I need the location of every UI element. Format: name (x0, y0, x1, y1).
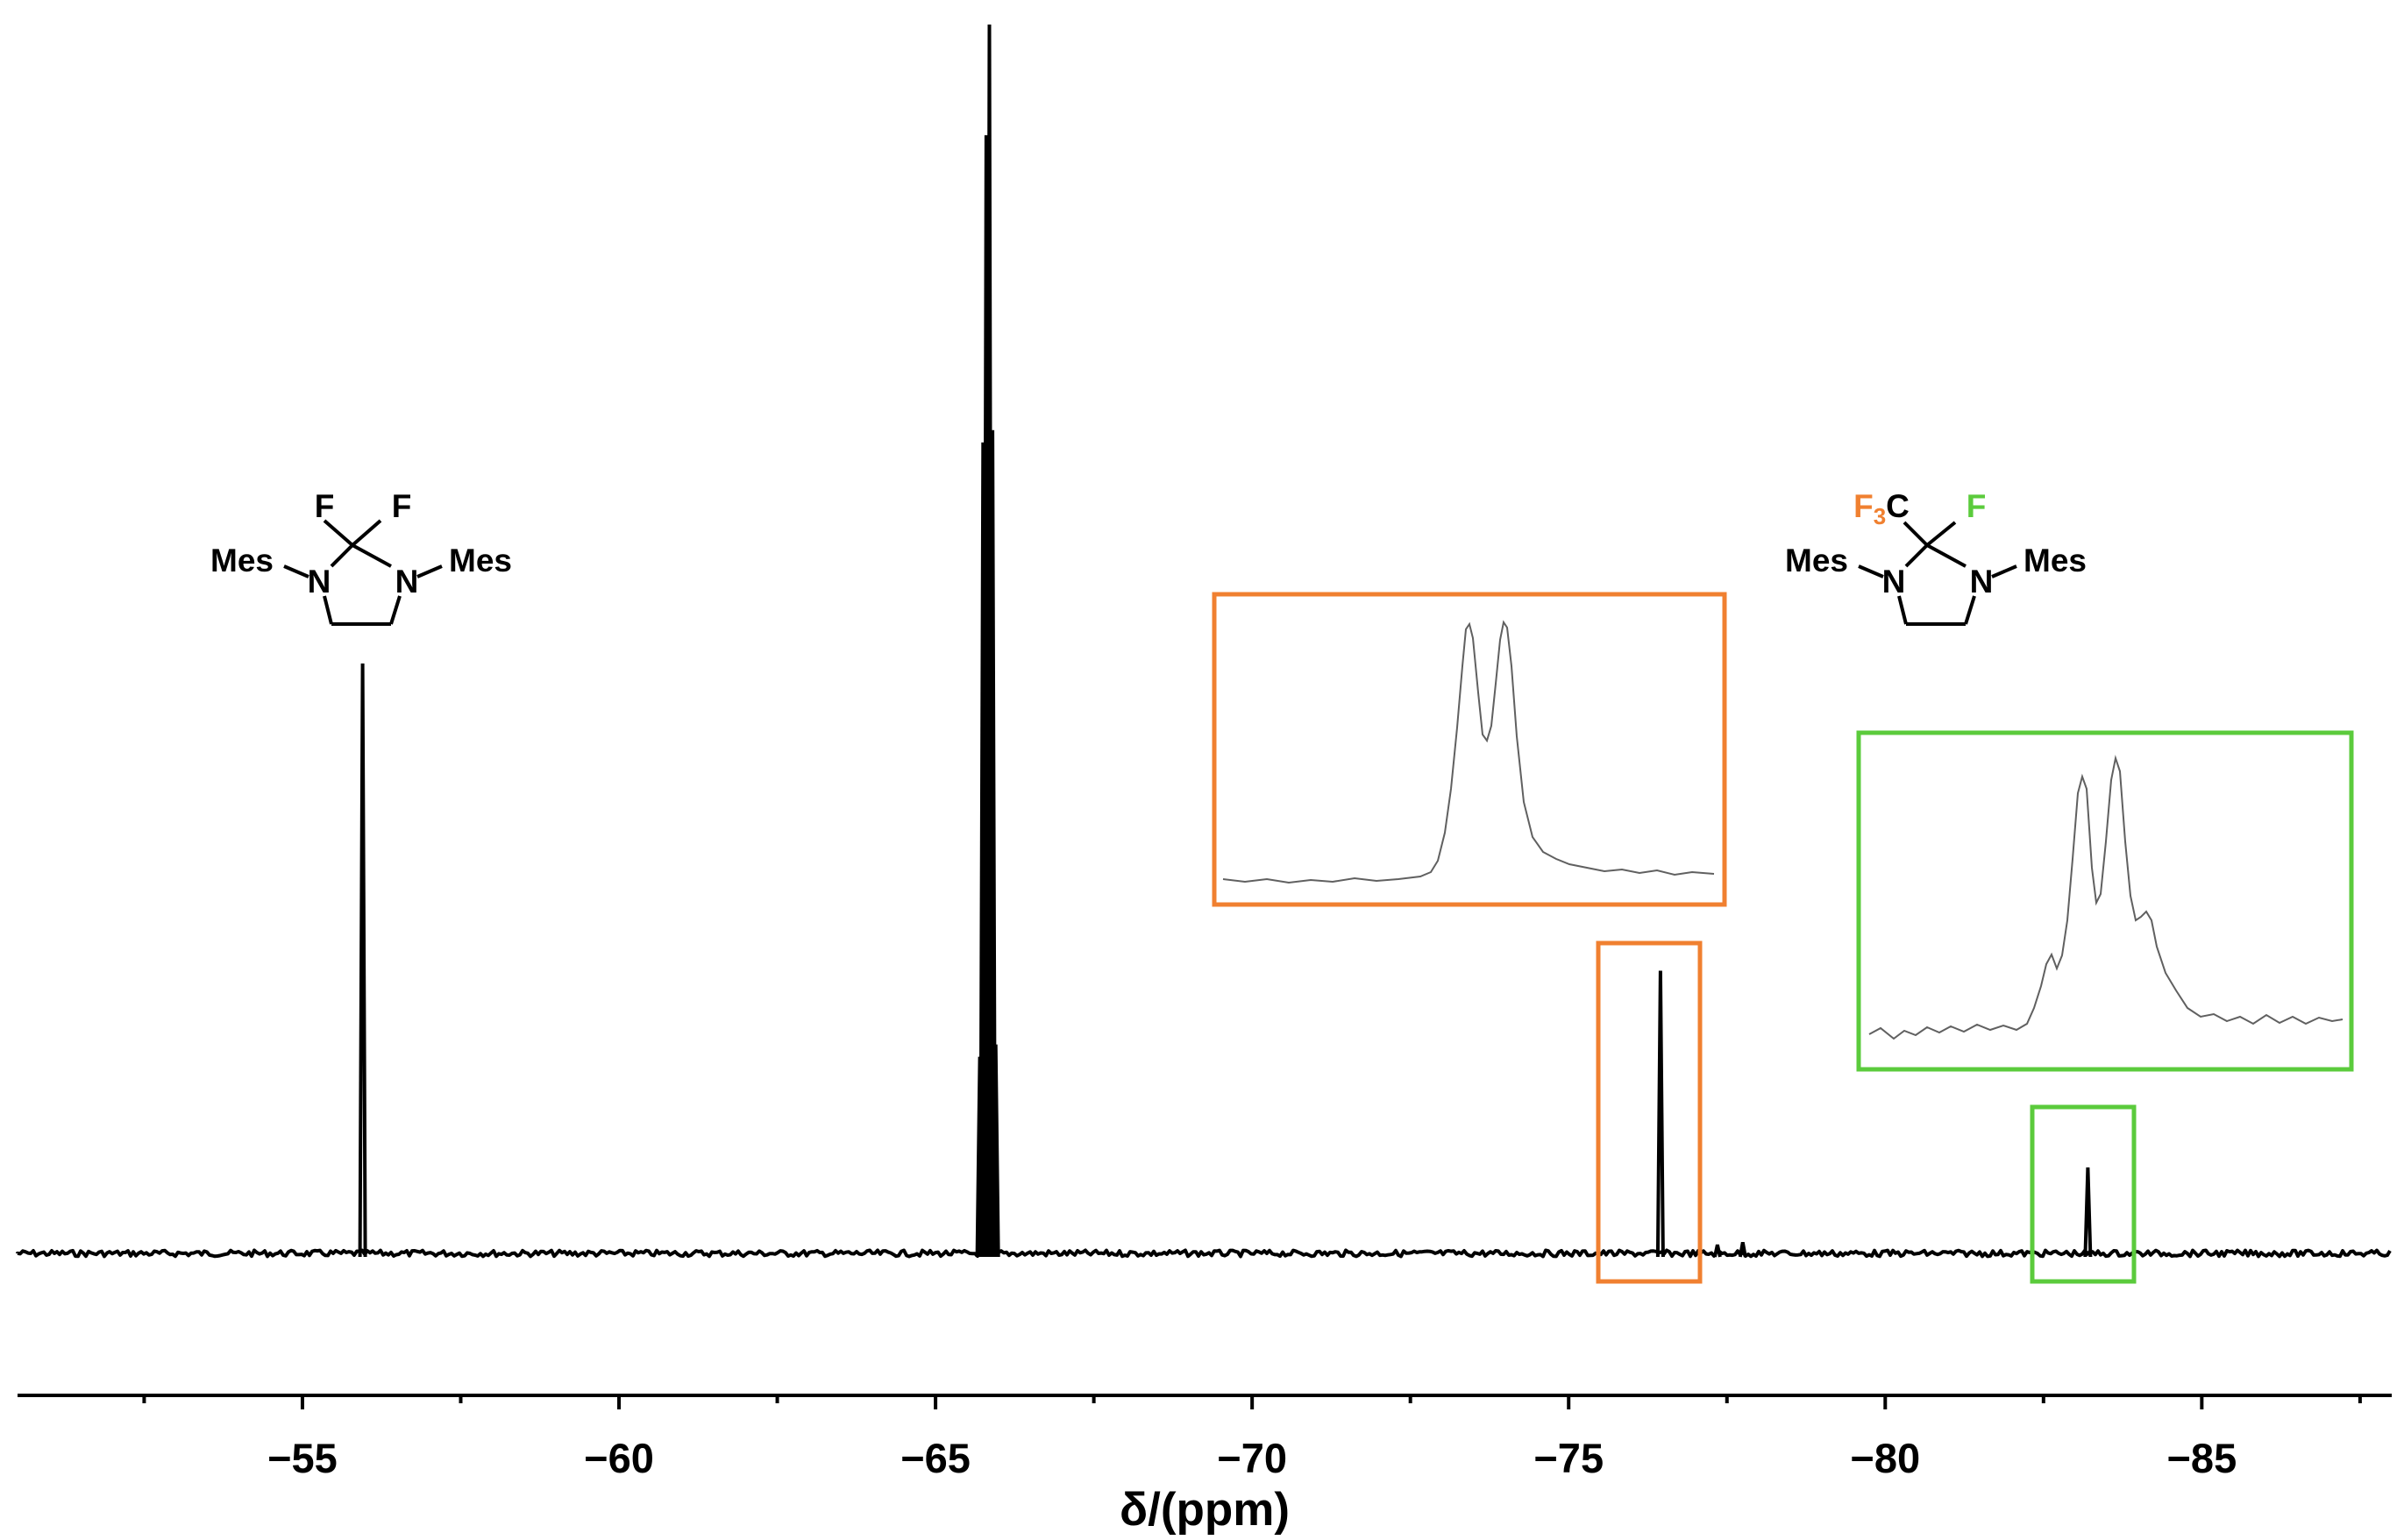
spectrum-peak (988, 429, 998, 1258)
spectrum-trace (16, 1248, 2392, 1259)
cf3-zoom-inset (1212, 592, 1727, 907)
difluoro-f-left: F (315, 488, 335, 524)
spectrum-peak (1655, 970, 1665, 1258)
cf3-inset-trace (1222, 620, 1715, 884)
cf3-structure-mes-right: Mes (2023, 543, 2087, 578)
x-tick-label: −75 (1533, 1435, 1604, 1481)
difluoro-f-right: F (392, 488, 412, 524)
cf3-fluoro-structure: F3C F N N Mes Mes (1785, 488, 2087, 626)
cf3-structure-n-left: N (1882, 564, 1906, 600)
cf-peak-highlight-box (2030, 1104, 2137, 1284)
difluoro-n-right: N (395, 564, 419, 600)
x-tick-label: −70 (1217, 1435, 1287, 1481)
difluoro-structure: F F N N Mes Mes (210, 488, 512, 626)
spectrum-peak (1738, 1242, 1747, 1258)
spectrum-peak (358, 663, 367, 1258)
difluoro-mes-left: Mes (210, 543, 274, 578)
difluoro-n-left: N (308, 564, 331, 600)
spectrum-peak (1712, 1244, 1722, 1258)
x-axis-title: δ/(ppm) (1120, 1484, 1290, 1536)
x-tick-label: −55 (267, 1435, 338, 1481)
cf-f-label: F (1967, 488, 1987, 524)
cf-inset-trace (1868, 755, 2344, 1040)
x-axis-ticks: −55 −60 −65 −70 −75 −80 −85 (142, 1395, 2362, 1481)
cf3-peak-highlight-box (1596, 940, 1703, 1284)
difluoro-mes-right: Mes (449, 543, 512, 578)
cf3-structure-n-right: N (1970, 564, 1994, 600)
cf-zoom-inset (1856, 730, 2354, 1072)
x-tick-label: −80 (1850, 1435, 1920, 1481)
cf3-structure-mes-left: Mes (1785, 543, 1848, 578)
x-tick-label: −85 (2166, 1435, 2237, 1481)
cf3-label: F3C (1853, 488, 1910, 529)
x-tick-label: −60 (584, 1435, 654, 1481)
spectrum-peak (991, 1044, 1000, 1258)
x-axis: −55 −60 −65 −70 −75 −80 −85 δ/(ppm) (18, 1394, 2392, 1536)
x-tick-label: −65 (900, 1435, 971, 1481)
peak-layer (358, 24, 2093, 1258)
plot-area (16, 24, 2392, 1259)
spectrum-peak (2083, 1167, 2093, 1258)
